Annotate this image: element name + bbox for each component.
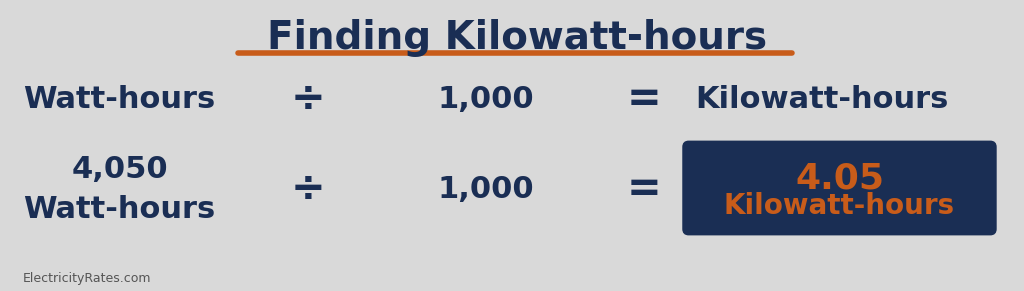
Text: ElectricityRates.com: ElectricityRates.com xyxy=(23,272,152,285)
Text: Kilowatt-hours: Kilowatt-hours xyxy=(695,84,949,113)
Text: 1,000: 1,000 xyxy=(437,175,535,203)
FancyBboxPatch shape xyxy=(684,142,995,234)
Text: 4,050: 4,050 xyxy=(72,155,168,184)
Text: Finding Kilowatt-hours: Finding Kilowatt-hours xyxy=(267,19,768,57)
Text: =: = xyxy=(627,78,662,120)
Text: ÷: ÷ xyxy=(291,78,325,120)
Text: ÷: ÷ xyxy=(291,168,325,210)
Text: Kilowatt-hours: Kilowatt-hours xyxy=(724,192,955,220)
Text: Watt-hours: Watt-hours xyxy=(24,84,216,113)
Text: 4.05: 4.05 xyxy=(795,161,884,195)
Text: =: = xyxy=(627,168,662,210)
Text: 1,000: 1,000 xyxy=(437,84,535,113)
Text: Watt-hours: Watt-hours xyxy=(24,194,216,223)
